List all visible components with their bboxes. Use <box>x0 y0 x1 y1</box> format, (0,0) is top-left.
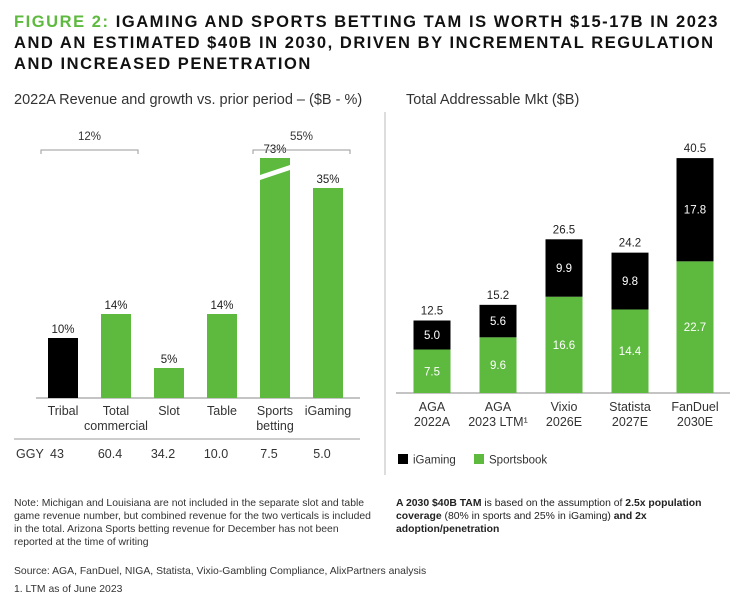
ggy-value: 34.2 <box>151 447 175 461</box>
group-bracket-label: 55% <box>290 131 313 143</box>
ggy-value: 60.4 <box>98 447 122 461</box>
tam-total-label: 26.5 <box>553 224 575 236</box>
tam-segment-label: 9.8 <box>622 276 638 288</box>
growth-value-label: 10% <box>51 324 74 336</box>
source-line: Source: AGA, FanDuel, NIGA, Statista, Vi… <box>14 566 427 577</box>
tam-total-label: 15.2 <box>487 290 509 302</box>
growth-bar <box>154 368 184 398</box>
tam-note-bold-1: A 2030 $40B TAM <box>396 498 482 509</box>
growth-bar <box>313 188 343 398</box>
tam-segment-sportsbook <box>676 261 714 393</box>
tam-category-label: AGA <box>485 400 512 414</box>
tam-total-label: 24.2 <box>619 238 641 250</box>
tam-segment-sportsbook <box>413 349 451 393</box>
ggy-value: 7.5 <box>260 447 277 461</box>
tam-category-label: 2027E <box>612 415 648 429</box>
tam-segment-label: 14.4 <box>619 346 642 358</box>
tam-segment-label: 9.9 <box>556 263 572 275</box>
tam-segment-label: 9.6 <box>490 360 506 372</box>
tam-segment-sportsbook <box>479 337 517 393</box>
axis-break-mark <box>257 164 293 181</box>
tam-segment-label: 5.0 <box>424 330 440 342</box>
growth-bar <box>48 338 78 398</box>
right-chart-subtitle: Total Addressable Mkt ($B) <box>406 92 580 108</box>
tam-note-text-2: (80% in sports and 25% in iGaming) <box>441 511 614 522</box>
growth-value-label: 14% <box>210 300 233 312</box>
figure-label: FIGURE 2: <box>14 13 110 31</box>
tam-note: A 2030 $40B TAM is based on the assumpti… <box>396 497 731 536</box>
growth-value-label: 35% <box>316 174 339 186</box>
left-chart-subtitle: 2022A Revenue and growth vs. prior perio… <box>14 92 363 108</box>
tam-segment-igaming <box>413 320 451 350</box>
tam-segment-sportsbook <box>611 309 649 393</box>
tam-segment-igaming <box>545 239 583 297</box>
tam-total-label: 12.5 <box>421 306 443 318</box>
legend-swatch <box>398 454 408 464</box>
tam-note-text-1: is based on the assumption of <box>481 498 626 509</box>
figure-heading: IGAMING AND SPORTS BETTING TAM IS WORTH … <box>14 13 719 73</box>
growth-value-label: 5% <box>161 354 178 366</box>
tam-category-label: 2023 LTM¹ <box>468 415 528 429</box>
category-label: Tribal <box>48 404 79 418</box>
category-label: Slot <box>158 404 180 418</box>
category-label: commercial <box>84 419 148 433</box>
tam-category-label: Statista <box>609 400 651 414</box>
left-note: Note: Michigan and Louisiana are not inc… <box>14 498 371 548</box>
figure-title: FIGURE 2: IGAMING AND SPORTS BETTING TAM… <box>14 12 729 75</box>
tam-category-label: 2030E <box>677 415 713 429</box>
tam-category-label: Vixio <box>551 400 578 414</box>
growth-bar <box>207 314 237 398</box>
tam-segment-igaming <box>676 158 714 262</box>
tam-category-label: FanDuel <box>671 400 718 414</box>
tam-note-bold-3: and 2x adoption/penetration <box>396 511 647 535</box>
ggy-value: 5.0 <box>313 447 330 461</box>
tam-note-bold-2: 2.5x population coverage <box>396 498 702 522</box>
tam-segment-sportsbook <box>545 296 583 393</box>
growth-value-label: 14% <box>104 300 127 312</box>
footnote: 1. LTM as of June 2023 <box>14 584 123 595</box>
growth-bar <box>101 314 131 398</box>
ggy-label: GGY <box>16 447 44 461</box>
tam-segment-label: 22.7 <box>684 322 706 334</box>
group-bracket <box>252 149 351 154</box>
ggy-value: 10.0 <box>204 447 228 461</box>
tam-segment-igaming <box>611 252 649 310</box>
tam-category-label: AGA <box>419 400 446 414</box>
tam-category-label: 2026E <box>546 415 582 429</box>
legend-label: Sportsbook <box>489 455 547 467</box>
category-label: Sports <box>257 404 293 418</box>
legend-label: iGaming <box>413 455 456 467</box>
growth-bar <box>260 158 290 398</box>
tam-segment-label: 7.5 <box>424 366 440 378</box>
category-label: Total <box>103 404 129 418</box>
legend-swatch <box>474 454 484 464</box>
tam-category-label: 2022A <box>414 415 451 429</box>
tam-total-label: 40.5 <box>684 143 706 155</box>
tam-segment-label: 5.6 <box>490 316 506 328</box>
ggy-value: 43 <box>50 447 64 461</box>
tam-segment-label: 17.8 <box>684 205 706 217</box>
tam-segment-igaming <box>479 304 517 338</box>
category-label: betting <box>256 419 294 433</box>
group-bracket <box>40 149 139 154</box>
group-bracket-label: 12% <box>78 131 101 143</box>
category-label: Table <box>207 404 237 418</box>
tam-segment-label: 16.6 <box>553 340 575 352</box>
category-label: iGaming <box>305 404 352 418</box>
